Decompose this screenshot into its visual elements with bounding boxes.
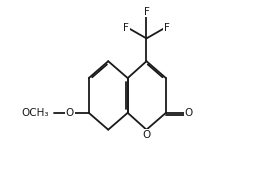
- Text: OCH₃: OCH₃: [22, 108, 49, 118]
- Text: O: O: [185, 108, 193, 118]
- Text: F: F: [164, 23, 170, 33]
- Text: O: O: [66, 108, 74, 118]
- Text: O: O: [142, 130, 151, 140]
- Text: F: F: [123, 23, 129, 33]
- Text: F: F: [144, 7, 149, 17]
